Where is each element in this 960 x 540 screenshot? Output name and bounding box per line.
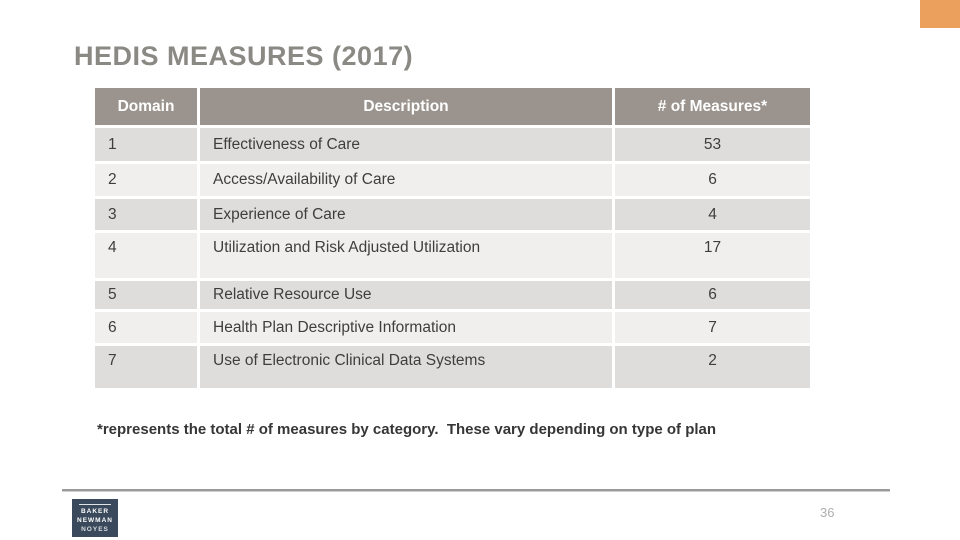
- footer-divider-line: [62, 489, 890, 492]
- footnote: *represents the total # of measures by c…: [97, 421, 717, 438]
- measures-cell: 4: [615, 199, 810, 230]
- measures-cell: 2: [615, 346, 810, 388]
- logo-rule: [79, 504, 111, 505]
- col-header-description: Description: [200, 88, 612, 125]
- table-row: 5 Relative Resource Use 6: [95, 281, 810, 309]
- table-row: 4 Utilization and Risk Adjusted Utilizat…: [95, 233, 810, 278]
- table-header-row: Domain Description # of Measures*: [95, 88, 810, 125]
- hedis-measures-table: Domain Description # of Measures* 1 Effe…: [95, 88, 810, 388]
- description-cell: Experience of Care: [200, 199, 612, 230]
- domain-cell: 6: [95, 312, 197, 343]
- description-cell: Use of Electronic Clinical Data Systems: [200, 346, 612, 388]
- domain-cell: 7: [95, 346, 197, 388]
- domain-cell: 3: [95, 199, 197, 230]
- col-header-measures: # of Measures*: [615, 88, 810, 125]
- corner-accent-bar: [920, 0, 960, 28]
- table-row: 2 Access/Availability of Care 6: [95, 164, 810, 196]
- table-row: 1 Effectiveness of Care 53: [95, 128, 810, 161]
- table-row: 7 Use of Electronic Clinical Data System…: [95, 346, 810, 388]
- logo-line: NOYES: [81, 526, 109, 534]
- description-cell: Access/Availability of Care: [200, 164, 612, 196]
- measures-cell: 7: [615, 312, 810, 343]
- measures-cell: 6: [615, 281, 810, 309]
- description-cell: Relative Resource Use: [200, 281, 612, 309]
- baker-newman-noyes-logo: BAKER NEWMAN NOYES: [72, 499, 118, 537]
- measures-cell: 17: [615, 233, 810, 278]
- measures-cell: 6: [615, 164, 810, 196]
- domain-cell: 2: [95, 164, 197, 196]
- col-header-domain: Domain: [95, 88, 197, 125]
- logo-line: NEWMAN: [77, 517, 113, 525]
- slide-title: HEDIS MEASURES (2017): [74, 41, 414, 71]
- table-row: 6 Health Plan Descriptive Information 7: [95, 312, 810, 343]
- table-row: 3 Experience of Care 4: [95, 199, 810, 230]
- measures-cell: 53: [615, 128, 810, 161]
- description-cell: Utilization and Risk Adjusted Utilizatio…: [200, 233, 612, 278]
- domain-cell: 4: [95, 233, 197, 278]
- domain-cell: 1: [95, 128, 197, 161]
- domain-cell: 5: [95, 281, 197, 309]
- description-cell: Effectiveness of Care: [200, 128, 612, 161]
- description-cell: Health Plan Descriptive Information: [200, 312, 612, 343]
- page-number: 36: [820, 505, 835, 520]
- logo-line: BAKER: [80, 508, 110, 515]
